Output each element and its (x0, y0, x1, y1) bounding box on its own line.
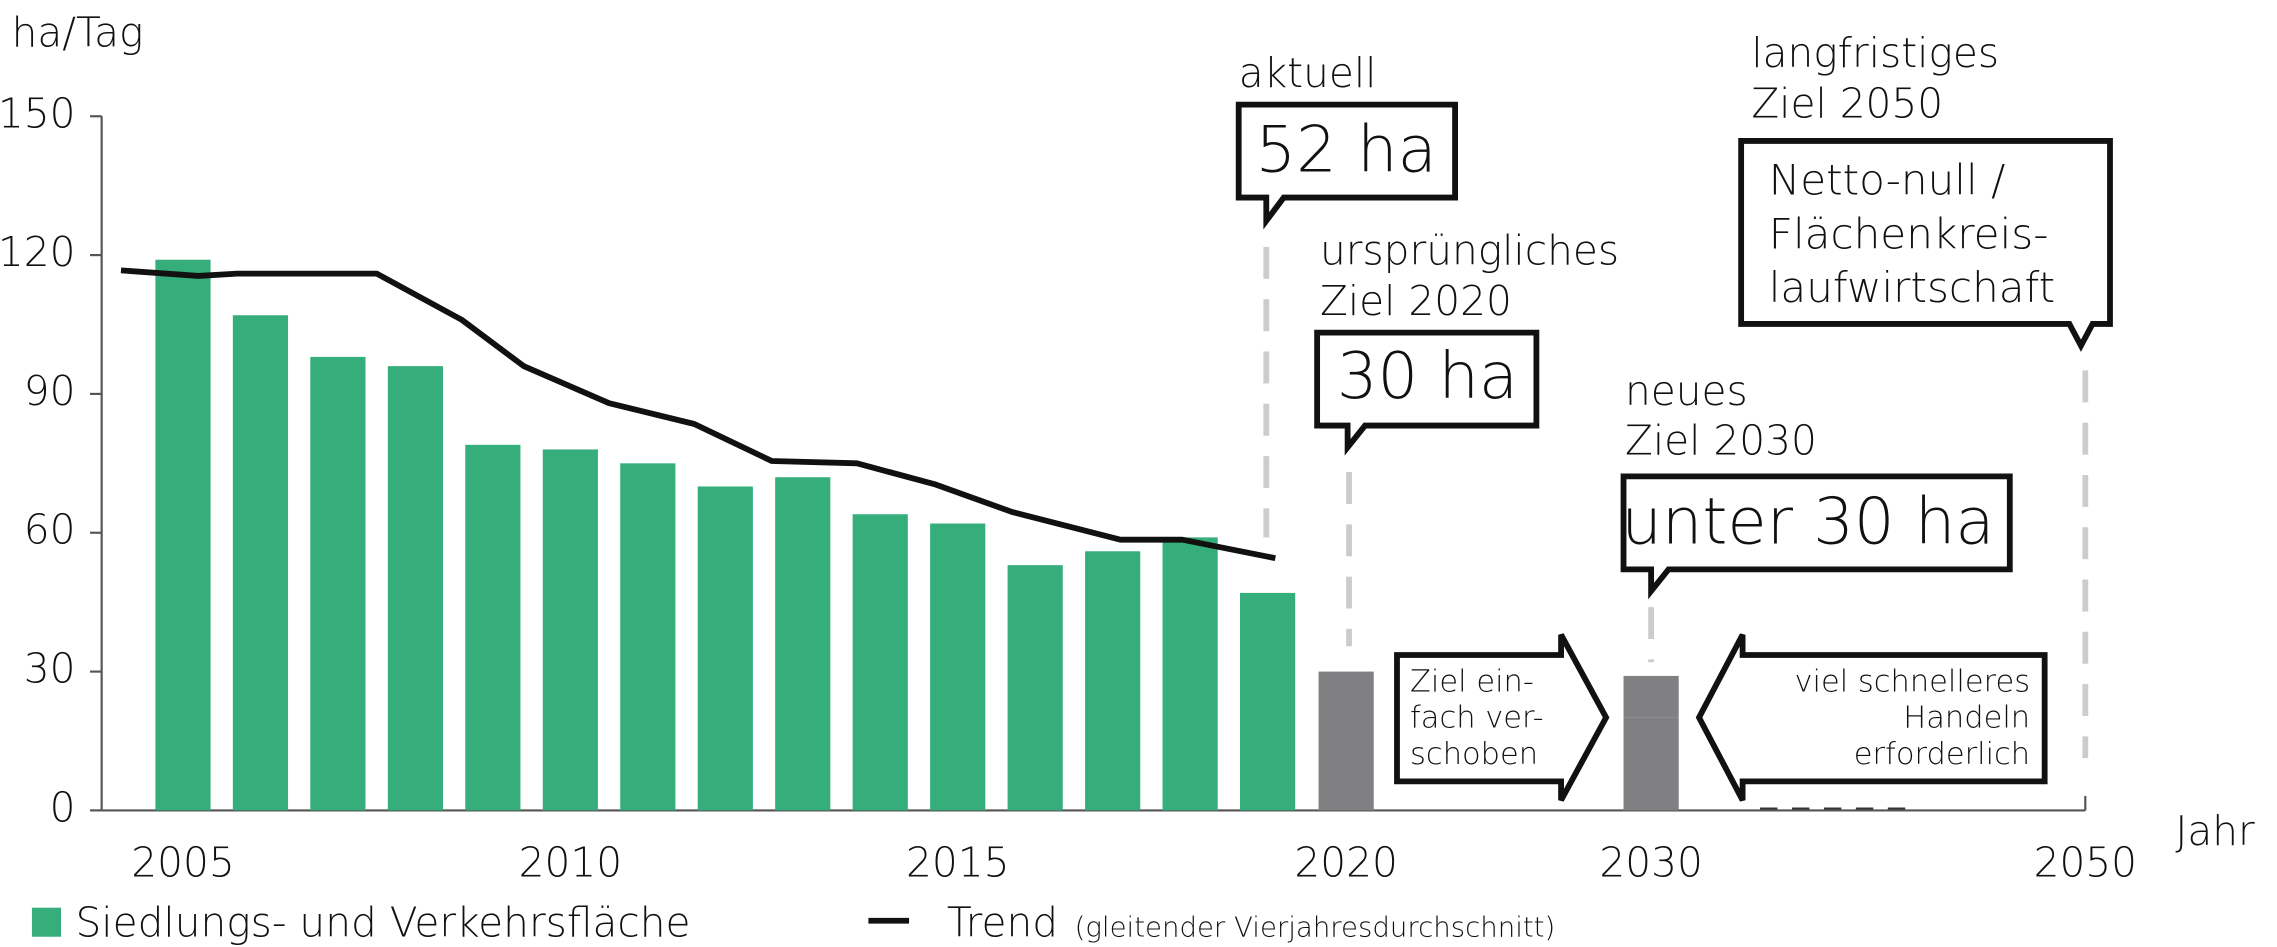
annotation-text: Flächenkreis- (1769, 209, 2049, 258)
arrow-text: Ziel ein- (1410, 664, 1534, 699)
trend-line (120, 267, 1276, 562)
annotation-text: unter 30 ha (1621, 485, 1994, 559)
x-axis-label: Jahr (2175, 807, 2255, 855)
annotation-text: Netto-null / (1769, 156, 2006, 205)
y-axis-label: ha/Tag (12, 9, 144, 57)
y-tick-label: 150 (0, 89, 76, 137)
y-tick-label: 90 (24, 367, 76, 415)
x-tick-label: 2020 (1294, 839, 1397, 887)
arrow-text: schoben (1410, 737, 1538, 772)
y-tick-label: 0 (50, 783, 76, 831)
bar (775, 477, 831, 811)
x-tick-label: 2005 (131, 839, 234, 887)
bar (310, 356, 366, 811)
arrow-right (1394, 633, 1610, 802)
annotation-label: langfristiges (1751, 29, 1999, 77)
bar (1623, 675, 1679, 718)
arrow-text: fach ver- (1410, 701, 1544, 736)
bar (387, 366, 443, 811)
callout-box (1620, 473, 2013, 600)
arrow-left (1695, 633, 2048, 802)
legend-note: (gleitender Vierjahresdurchschnitt) (1075, 911, 1556, 944)
x-tick-label: 2030 (1599, 839, 1702, 887)
bar (232, 315, 289, 811)
annotation-label: neues (1625, 367, 1748, 415)
bar (697, 486, 753, 811)
y-tick-label: 120 (0, 228, 76, 276)
bar (1085, 551, 1141, 811)
x-tick-label: 2010 (519, 839, 622, 887)
bar (620, 463, 676, 811)
bar (1162, 537, 1218, 811)
legend-label: Siedlungs- und Verkehrsfläche (76, 899, 691, 947)
bar (930, 523, 986, 811)
annotation-label: Ziel 2020 (1320, 277, 1512, 325)
legend-label: Trend (947, 899, 1058, 947)
bar (1007, 565, 1063, 811)
bar (465, 444, 521, 811)
legend-swatch (31, 907, 61, 937)
annotation-text: 52 ha (1256, 114, 1437, 188)
callout-box (1738, 138, 2113, 352)
bar (1623, 717, 1679, 811)
annotation-label: Ziel 2030 (1625, 417, 1817, 465)
bar (542, 449, 598, 811)
bar (155, 259, 211, 811)
bar (1240, 592, 1296, 811)
annotation-text: laufwirtschaft (1769, 263, 2055, 312)
bar (1318, 671, 1374, 811)
arrow-text: erforderlich (1854, 737, 2030, 772)
x-tick-label: 2050 (2034, 839, 2137, 887)
annotation-label: ursprüngliches (1320, 226, 1619, 274)
callout-box (1235, 101, 1458, 230)
annotation-label: Ziel 2050 (1751, 80, 1943, 128)
arrow-text: Handeln (1903, 701, 2030, 736)
y-tick-label: 30 (24, 645, 76, 693)
bar (852, 514, 908, 811)
arrow-text: viel schnelleres (1794, 664, 2030, 699)
y-tick-label: 60 (24, 506, 76, 554)
annotation-text: 30 ha (1337, 340, 1518, 414)
callout-box (1314, 329, 1540, 456)
annotation-label: aktuell (1239, 49, 1377, 97)
x-tick-label: 2015 (906, 839, 1009, 887)
